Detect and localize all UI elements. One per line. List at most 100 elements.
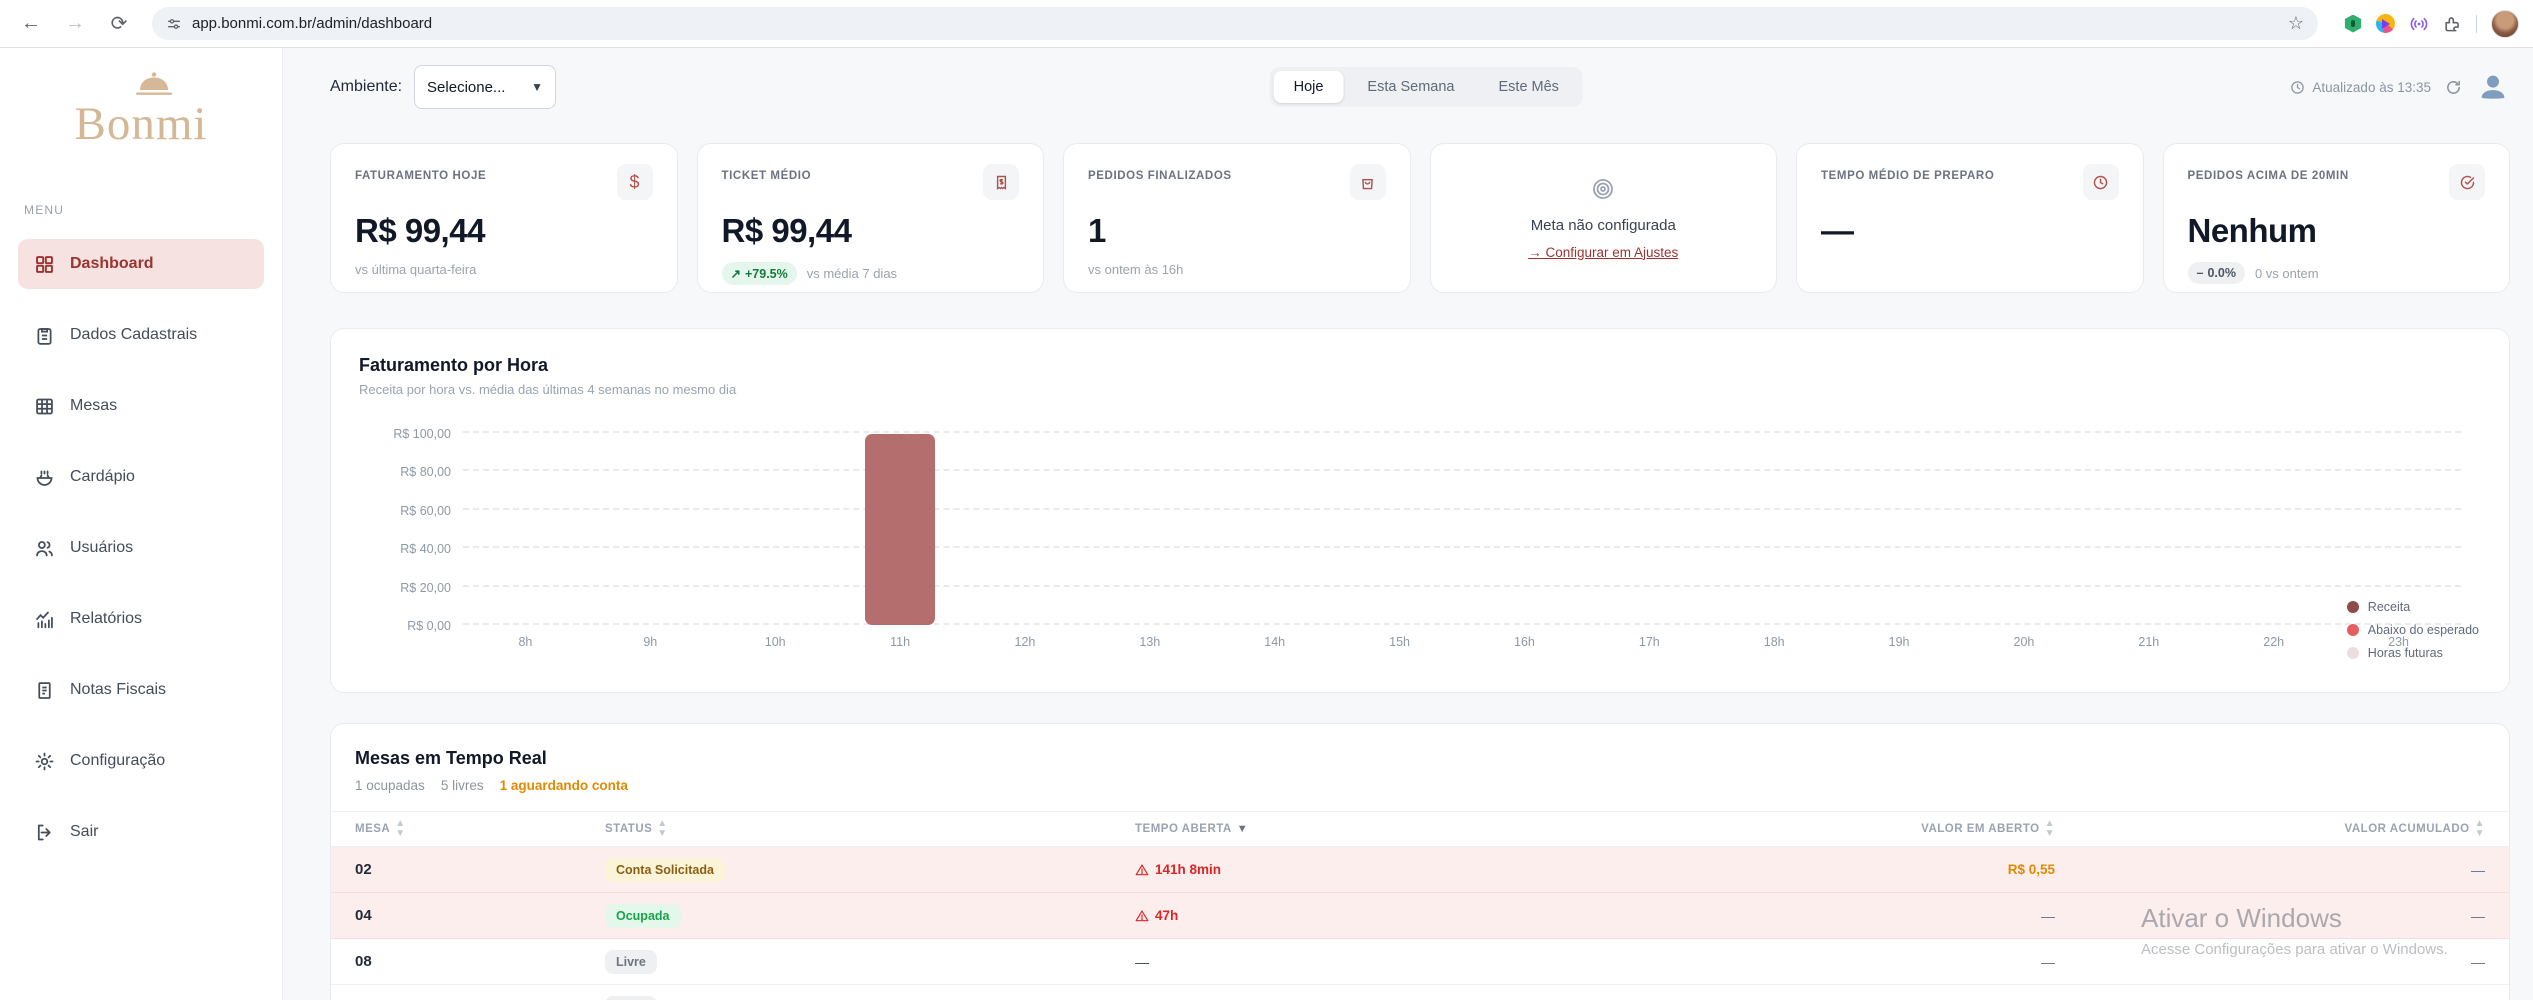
browser-toolbar: ← → ⟳ app.bonmi.com.br/admin/dashboard ☆ [0,0,2533,48]
meta-message: Meta não configurada [1530,216,1676,234]
sidebar-item-dashboard[interactable]: Dashboard [18,239,264,289]
bar-slot [1337,433,1462,625]
check-circle-icon [2449,164,2485,200]
ambiente-label: Ambiente: [330,78,403,95]
tab-este-mes[interactable]: Este Mês [1498,79,1559,95]
bookmark-star-icon[interactable]: ☆ [2287,13,2304,33]
sidebar-item-mesas[interactable]: Mesas [18,381,264,431]
col-status[interactable]: STATUS ▲ ▼ [605,818,668,839]
configure-goal-link[interactable]: → Configurar em Ajustes [1528,244,1679,260]
valor-acumulado-cell: — [2471,907,2485,924]
warning-icon [1135,863,1149,875]
mesas-title: Mesas em Tempo Real [355,748,547,768]
logo-text: Bonmi [74,98,208,150]
x-axis-label: 18h [1763,635,1785,649]
table-row[interactable]: 08 Livre — — — [331,939,2509,985]
revenue-bar [865,434,936,625]
valor-acumulado-cell: — [2471,953,2485,970]
sidebar-item-notas-fiscais[interactable]: Notas Fiscais [18,665,264,715]
browser-profile-avatar[interactable] [2491,9,2519,38]
col-valor-acumulado[interactable]: VALOR ACUMULADO ▲ ▼ [2344,818,2485,839]
sidebar-item-label: Sair [70,823,99,840]
site-settings-icon[interactable] [166,16,182,32]
clock-icon [2082,164,2119,200]
col-valor-em-aberto[interactable]: VALOR EM ABERTO ▲ ▼ [1921,818,2055,839]
y-axis-label: R$ 0,00 [407,619,451,633]
bar-slot [1962,433,2087,625]
toolbar-divider [2476,14,2477,33]
sidebar-item-label: Dashboard [70,255,154,272]
status-badge: Conta Solicitada [605,857,725,882]
sidebar-item-dados-cadastrais[interactable]: Dados Cadastrais [18,310,264,360]
url-text: app.bonmi.com.br/admin/dashboard [192,15,433,32]
col-mesa[interactable]: MESA ▲ ▼ [355,818,406,839]
table-row[interactable]: 04 Ocupada 47h — — [331,893,2509,939]
tab-esta-semana[interactable]: Esta Semana [1367,79,1455,95]
valor-em-aberto-cell: — [2041,907,2055,924]
sidebar-item-label: Notas Fiscais [70,681,167,698]
sidebar-item-usuarios[interactable]: Usuários [18,523,264,573]
stat-ocupadas: 1 ocupadas [355,778,425,793]
invoice-icon [38,681,51,699]
table-header: MESA ▲ ▼ STATUS ▲ ▼ TEMPO ABERTA ▼ VALOR EM A… [331,811,2509,847]
faturamento-chart-card: Faturamento por Hora Receita por hora vs… [330,328,2510,693]
legend-dot-icon [2346,624,2359,636]
kpi-meta-card: Meta não configurada → Configurar em Aju… [1429,143,1777,293]
extension-cast-icon[interactable] [2409,14,2429,34]
extensions-puzzle-icon[interactable] [2443,14,2462,33]
tab-hoje[interactable]: Hoje [1273,71,1344,103]
kpi-value: Nenhum [2187,212,2317,249]
extensions-row [2344,9,2519,38]
x-axis-label: 12h [1014,635,1036,649]
mesas-card: Mesas em Tempo Real 1 ocupadas 5 livres … [330,723,2510,1000]
kpi-title: TICKET MÉDIO [721,170,812,182]
sidebar-nav: Dashboard Dados Cadastrais Mesas Cardápi… [0,239,282,857]
sidebar-item-relatorios[interactable]: Relatórios [18,594,264,644]
ambiente-select[interactable]: Selecione... ▼ [414,65,557,109]
table-grid-icon [36,398,53,414]
bar-slot [1462,433,1587,625]
kpi-value: R$ 99,44 [355,212,485,249]
table-row[interactable]: 02 Conta Solicitada 141h 8min R$ 0,55 — [331,847,2509,893]
refresh-icon[interactable] [2445,79,2462,96]
gear-icon [35,752,54,770]
back-icon[interactable]: ← [21,12,41,34]
table-row[interactable]: 07 Livre [331,985,2509,1000]
y-axis-label: R$ 60,00 [400,503,451,518]
sidebar-item-sair[interactable]: Sair [18,807,264,857]
chart-icon [36,611,53,628]
y-axis-label: R$ 100,00 [393,427,451,441]
x-axis-label: 19h [1888,635,1910,649]
sort-desc-icon: ▼ [1236,822,1249,835]
status-badge: Ocupada [605,903,681,928]
extension-green-icon[interactable] [2344,14,2362,33]
kpi-title: PEDIDOS ACIMA DE 20MIN [2187,170,2349,182]
kpi-trend-badge: ↗ +79.5% [721,262,797,285]
x-axis-label: 10h [764,635,786,649]
x-axis-label: 17h [1638,635,1660,649]
kpi-pedidos-finalizados: PEDIDOS FINALIZADOS 1 vs ontem às 16h [1063,143,1411,293]
col-tempo-aberta[interactable]: TEMPO ABERTA ▼ [1135,822,1249,835]
x-axis-label: 20h [2013,635,2035,649]
x-axis-label: 11h [890,635,911,649]
trend-up-icon: ↗ [730,267,741,281]
sidebar-item-configuracao[interactable]: Configuração [18,736,264,786]
extension-play-icon[interactable] [2376,14,2395,33]
gridline [463,623,2461,625]
sidebar-item-label: Cardápio [70,468,135,485]
user-avatar[interactable] [2476,70,2510,104]
sidebar-item-cardapio[interactable]: Cardápio [18,452,264,502]
x-axis-label: 8h [518,635,533,649]
x-axis-label: 16h [1514,635,1535,649]
kpi-title: FATURAMENTO HOJE [355,170,487,182]
reload-icon[interactable]: ⟳ [110,13,128,35]
bar-slot [2086,433,2211,625]
logo: Bonmi [0,72,282,151]
chart-subtitle: Receita por hora vs. média das últimas 4… [359,382,737,397]
gridline [463,431,2461,433]
forward-icon[interactable]: → [65,12,85,34]
menu-section-label: MENU [24,203,65,217]
kpi-value: R$ 99,44 [721,212,852,249]
chevron-down-icon: ▼ [531,80,544,94]
address-bar[interactable]: app.bonmi.com.br/admin/dashboard ☆ [152,7,2318,40]
